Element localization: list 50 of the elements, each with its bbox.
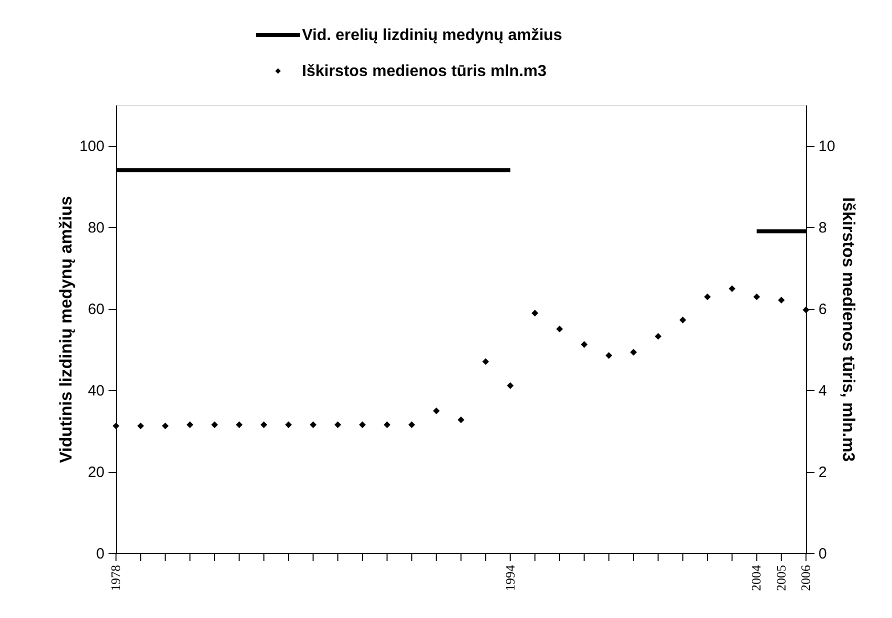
point <box>137 422 144 430</box>
point <box>236 421 243 428</box>
point <box>112 422 120 430</box>
y2-axis-title: Iškirstos medienos tūris, mln.m3 <box>839 197 858 462</box>
point <box>556 326 563 332</box>
y2-tick-label: 4 <box>818 382 827 400</box>
x-tick-label: 1994 <box>502 564 518 591</box>
point <box>260 421 268 428</box>
point <box>802 306 810 314</box>
x-tick-label: 2004 <box>748 564 764 591</box>
y-tick-label: 0 <box>96 546 104 562</box>
point <box>310 421 316 428</box>
point <box>186 421 194 428</box>
y-tick-label: 80 <box>88 220 104 237</box>
y2-tick-label: 6 <box>818 301 827 318</box>
point <box>606 352 612 359</box>
y2-tick-label: 0 <box>818 546 827 562</box>
point <box>506 382 514 389</box>
y-axis-title: Vidutinis lizdinių medynų amžius <box>56 196 76 463</box>
point <box>532 310 538 316</box>
point <box>778 296 785 304</box>
point <box>482 358 489 365</box>
point <box>630 348 637 356</box>
y-tick-label: 20 <box>88 464 104 482</box>
x-tick-label: 1978 <box>108 565 123 591</box>
point <box>162 422 169 430</box>
point <box>654 332 662 340</box>
y2-tick-label: 8 <box>818 220 827 237</box>
point <box>408 421 416 428</box>
point <box>679 316 686 324</box>
y2-tick-label: 10 <box>818 138 836 156</box>
y-tick-label: 100 <box>79 138 104 156</box>
x-tick-label: 2005 <box>773 565 788 591</box>
y-tick-label: 40 <box>88 382 104 400</box>
point <box>433 408 440 414</box>
legend-label: Iškirstos medienos tūris mln.m3 <box>302 63 547 80</box>
point <box>334 421 342 428</box>
point <box>704 293 711 300</box>
point <box>211 421 218 428</box>
point <box>285 421 292 428</box>
point <box>728 285 736 292</box>
y2-tick-label: 2 <box>818 464 827 482</box>
point <box>384 421 390 428</box>
point <box>458 416 464 424</box>
legend-label: Vid. erelių lizdinių medynų amžius <box>302 27 562 44</box>
x-tick-label: 2006 <box>798 564 813 591</box>
point <box>580 341 588 348</box>
point <box>359 421 366 428</box>
y-tick-label: 60 <box>88 301 104 318</box>
point <box>753 293 760 300</box>
